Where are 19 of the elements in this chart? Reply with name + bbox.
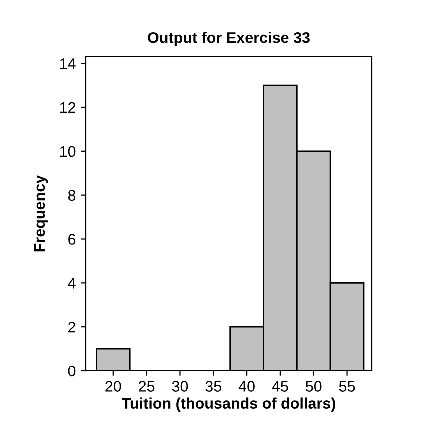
chart-title: Output for Exercise 33 [148, 32, 310, 46]
y-tick-label: 12 [60, 102, 76, 114]
x-tick-label: 45 [272, 381, 288, 392]
x-tick-label: 30 [172, 381, 188, 392]
x-tick-label: 50 [306, 381, 322, 392]
y-tick-label: 6 [68, 234, 76, 245]
x-tick-label: 35 [206, 381, 222, 392]
y-tick-label: 0 [68, 366, 76, 377]
y-tick-label: 4 [68, 278, 76, 289]
x-axis-title: Tuition (thousands of dollars) [122, 398, 336, 412]
x-tick-label: 40 [238, 381, 255, 392]
y-tick-label: 14 [60, 58, 76, 70]
y-tick-label: 8 [68, 190, 76, 202]
x-tick-label: 55 [339, 381, 356, 392]
x-tick-label: 25 [139, 381, 155, 392]
y-axis-title: Frequency [34, 175, 48, 252]
y-tick-label: 10 [60, 146, 76, 158]
x-tick-label: 20 [106, 381, 122, 392]
y-tick-label: 2 [68, 322, 76, 333]
